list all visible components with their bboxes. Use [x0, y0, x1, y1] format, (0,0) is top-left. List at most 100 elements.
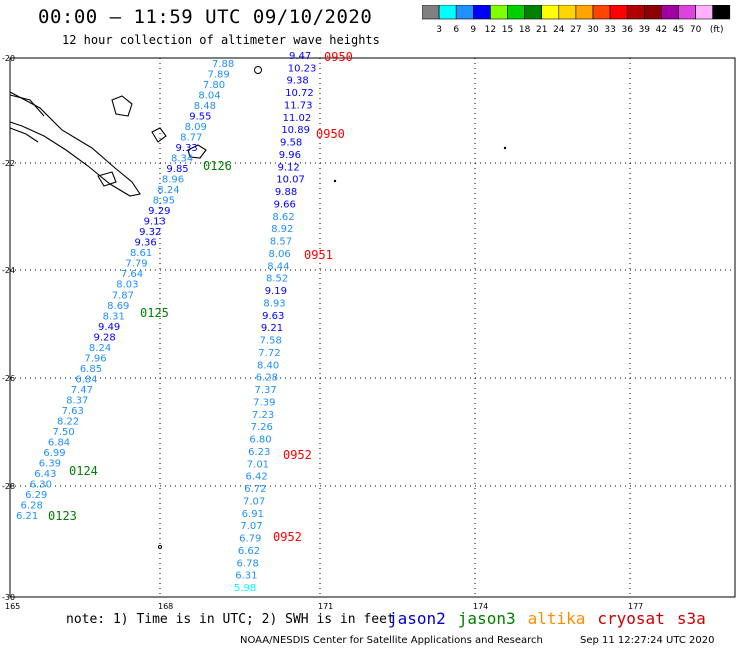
swh-value-track-b: 9.58 [280, 138, 302, 149]
legend-cryosat: cryosat [597, 609, 665, 628]
swh-value-track-a: 6.30 [30, 479, 52, 490]
legend-altika: altika [527, 609, 586, 628]
swh-value-track-b: 8.06 [269, 249, 291, 260]
swh-value-track-b: 8.40 [257, 360, 279, 371]
colorbar-label: 18 [519, 25, 531, 35]
swh-value-track-b: 7.39 [253, 397, 275, 408]
colorbar-label: 9 [470, 25, 476, 35]
swh-value-track-b: 9.19 [265, 286, 287, 297]
swh-value-track-a: 6.99 [43, 448, 65, 459]
swh-value-track-a: 8.34 [171, 154, 193, 165]
swh-value-track-a: 8.48 [194, 101, 216, 112]
island [254, 66, 262, 74]
colorbar-label: 30 [587, 25, 599, 35]
swh-value-track-a: 6.28 [21, 500, 43, 511]
lat-tick-label: -22 [2, 159, 15, 168]
swh-value-track-b: 6.42 [246, 472, 268, 483]
swh-value-track-a: 8.03 [116, 280, 138, 291]
swh-value-track-b: 6.31 [235, 571, 257, 582]
colorbar-label: 24 [553, 25, 565, 35]
swh-value-track-b: 7.26 [251, 422, 273, 433]
swh-value-track-a: 9.55 [189, 112, 211, 123]
swh-value-track-b: 9.47 [289, 51, 311, 62]
colorbar-label: 42 [656, 25, 667, 35]
swh-value-track-a: 8.69 [107, 301, 129, 312]
colorbar-label: 15 [502, 25, 513, 35]
coastline [9, 127, 39, 143]
swh-value-track-a: 7.88 [212, 59, 234, 70]
colorbar-label: 70 [690, 25, 702, 35]
swh-value-track-b: 7.07 [243, 496, 265, 507]
pass-time-label: 0125 [140, 306, 169, 320]
colorbar-label: (ft) [710, 25, 724, 35]
swh-value-track-b: 6.80 [249, 435, 271, 446]
swh-value-track-b: 6.78 [237, 558, 259, 569]
swh-value-track-a: 7.64 [121, 269, 143, 280]
swh-value-track-a: 8.09 [185, 122, 207, 133]
pass-time-label: 0126 [203, 159, 232, 173]
swh-value-track-a: 7.47 [71, 385, 93, 396]
swh-value-track-a: 6.29 [25, 490, 47, 501]
swh-value-track-b: 8.44 [267, 261, 289, 272]
swh-value-track-a: 9.13 [144, 217, 166, 228]
swh-value-track-a: 8.24 [157, 185, 179, 196]
swh-value-track-a: 8.77 [180, 133, 202, 144]
colorbar-label: 27 [570, 25, 581, 35]
swh-value-track-b: 6.79 [239, 534, 261, 545]
swh-value-track-b: 7.01 [247, 459, 269, 470]
coastline [111, 95, 133, 117]
lon-tick-label: 174 [473, 602, 488, 611]
swh-value-track-b: 8.92 [271, 224, 293, 235]
pass-time-label: 0952 [283, 448, 312, 462]
swh-value-track-b: 10.07 [276, 175, 305, 186]
swh-value-track-a: 6.43 [34, 469, 56, 480]
lon-tick-label: 171 [318, 602, 333, 611]
swh-value-track-b: 7.07 [240, 521, 262, 532]
legend-jason2: jason2 [388, 609, 446, 628]
swh-value-track-b: 9.66 [274, 199, 296, 210]
lat-tick-label: -20 [2, 54, 15, 63]
page-title: 00:00 – 11:59 UTC 09/10/2020 [38, 6, 373, 28]
swh-value-track-a: 8.96 [162, 175, 184, 186]
coastline [187, 144, 207, 159]
island [333, 179, 337, 183]
lon-tick-label: 168 [158, 602, 173, 611]
colorbar-label: 33 [604, 25, 615, 35]
swh-value-track-b: 7.72 [258, 348, 280, 359]
swh-value-track-b: 9.96 [279, 150, 301, 161]
swh-value-track-a: 9.36 [135, 238, 157, 249]
swh-value-track-a: 7.50 [52, 427, 74, 438]
swh-value-track-a: 6.84 [48, 437, 70, 448]
map-frame [9, 57, 736, 598]
swh-value-track-b: 9.38 [286, 76, 308, 87]
legend-jason3: jason3 [457, 609, 516, 628]
swh-value-track-a: 8.31 [103, 311, 125, 322]
swh-value-track-b: 6.28 [256, 373, 278, 384]
swh-value-track-a: 6.39 [39, 458, 61, 469]
island [158, 545, 162, 549]
swh-value-track-b: 8.52 [266, 274, 288, 285]
lon-tick-label: 177 [628, 602, 643, 611]
swh-value-track-a: 6.21 [16, 511, 38, 522]
swh-value-track-b: 9.21 [261, 323, 283, 334]
colorbar-label: 6 [453, 25, 459, 35]
lat-tick-label: -28 [2, 482, 15, 491]
swh-value-track-a: 7.87 [112, 290, 134, 301]
colorbar-label: 3 [436, 25, 442, 35]
swh-value-track-b: 8.93 [263, 298, 285, 309]
swh-value-track-a: 8.22 [57, 416, 79, 427]
swh-value-track-b: 11.73 [284, 100, 313, 111]
lat-tick-label: -24 [2, 266, 15, 275]
colorbar-label: 12 [485, 25, 496, 35]
coastline [151, 127, 167, 143]
swh-value-track-a: 8.61 [130, 248, 152, 259]
swh-value-track-a: 6.85 [80, 364, 102, 375]
swh-value-track-a: 9.33 [176, 143, 198, 154]
colorbar-swatch [712, 5, 731, 20]
swh-value-track-b: 10.23 [288, 63, 317, 74]
swh-value-track-b: 9.12 [277, 162, 299, 173]
swh-value-track-b: 6.91 [242, 509, 264, 520]
swh-value-track-a: 8.04 [198, 91, 220, 102]
swh-value-track-b: 8.62 [272, 212, 294, 223]
lat-tick-label: -30 [2, 593, 15, 602]
